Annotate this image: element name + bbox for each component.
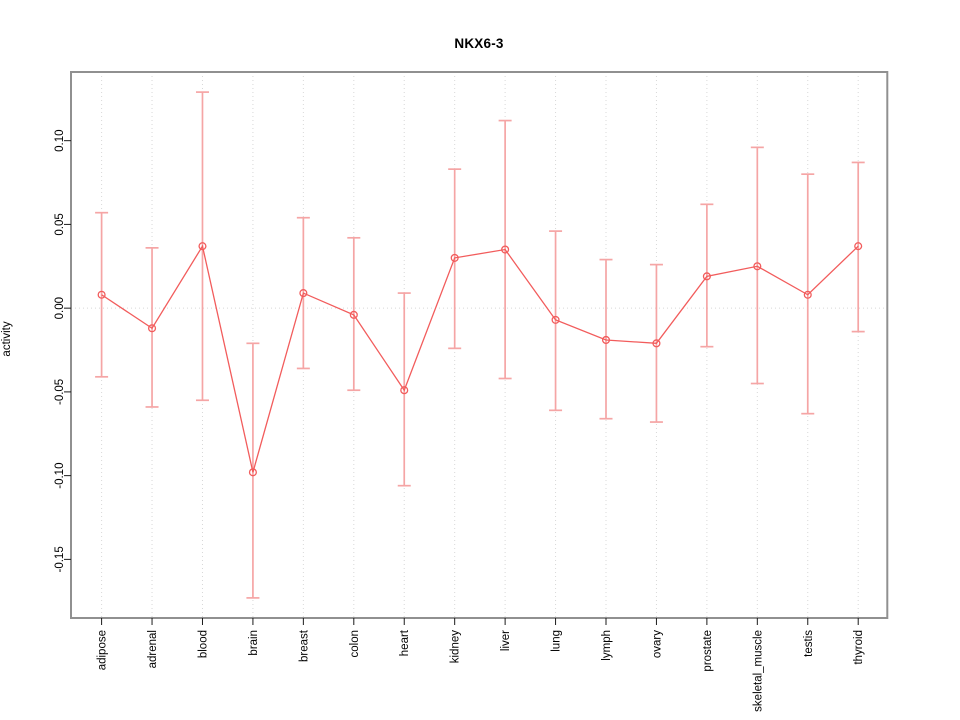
y-tick-label: 0.00 (54, 297, 66, 319)
x-tick-label: breast (298, 629, 310, 662)
series-line (101, 244, 859, 473)
x-tick-label: ovary (651, 630, 663, 658)
y-tick-label: -0.15 (54, 546, 66, 572)
data-point (248, 468, 257, 477)
data-point (702, 272, 711, 281)
y-tick-label: 0.05 (54, 213, 66, 235)
data-point (198, 242, 207, 251)
x-tick-label: lymph (601, 630, 613, 661)
y-tick-label: -0.10 (54, 463, 66, 489)
plot-frame (70, 71, 889, 619)
x-tick-label: adipose (97, 630, 109, 670)
data-point (551, 315, 560, 324)
y-tick-label: 0.10 (54, 129, 66, 151)
data-point (854, 242, 863, 251)
data-point (147, 324, 157, 333)
x-tick-label: prostate (702, 630, 714, 672)
x-tick-label: lung (551, 630, 563, 652)
x-tick-label: colon (349, 630, 361, 658)
x-tick-label: heart (399, 629, 411, 656)
data-point (803, 290, 812, 299)
x-tick-label: liver (500, 630, 512, 651)
data-point (349, 310, 358, 319)
x-tick-label: thyroid (853, 630, 865, 665)
data-point (450, 253, 459, 262)
y-tick-label: -0.05 (54, 379, 66, 405)
data-point (753, 262, 762, 271)
chart-title: NKX6-3 (454, 36, 504, 51)
x-tick-label: skeletal_muscle (752, 630, 764, 712)
data-point (299, 289, 308, 298)
x-tick-label: blood (197, 630, 209, 658)
x-tick-label: testis (803, 630, 815, 657)
data-point (97, 290, 106, 299)
x-tick-label: adrenal (147, 630, 159, 668)
data-point (501, 245, 510, 254)
data-point (400, 386, 409, 395)
x-tick-label: kidney (450, 630, 462, 663)
data-point (601, 335, 611, 345)
x-tick-label: brain (248, 630, 260, 656)
data-point (652, 339, 661, 348)
